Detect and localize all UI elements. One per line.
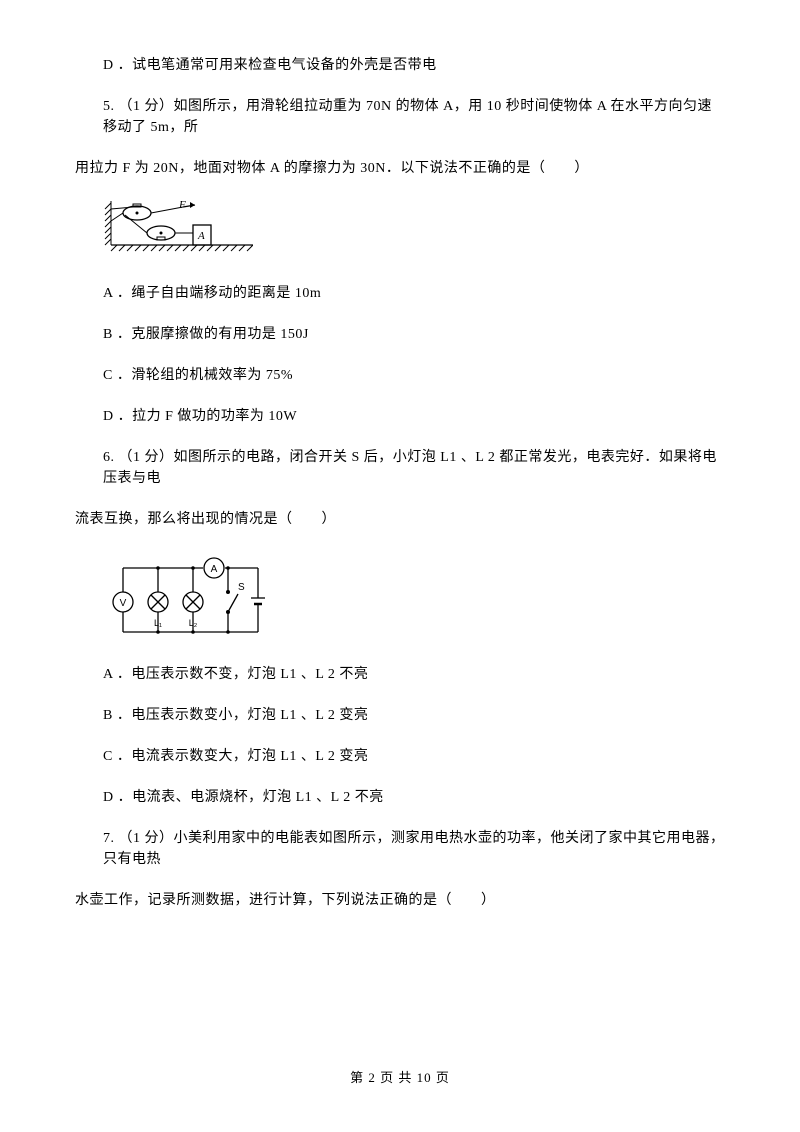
svg-text:V: V [120,598,127,609]
svg-text:A: A [197,230,205,242]
q5-option-a: A ．绳子自由端移动的距离是 10m [75,283,725,304]
q5-option-d: D ．拉力 F 做功的功率为 10W [75,406,725,427]
q5-option-c: C ．滑轮组的机械效率为 75% [75,365,725,386]
svg-text:L₂: L₂ [189,618,198,628]
q7-stem-line1: 7. （1 分）小美利用家中的电能表如图所示，测家用电热水壶的功率，他关闭了家中… [75,828,725,870]
q5-stem-line1: 5. （1 分）如图所示，用滑轮组拉动重为 70N 的物体 A，用 10 秒时间… [75,96,725,138]
q6-stem-line1: 6. （1 分）如图所示的电路，闭合开关 S 后，小灯泡 L1 、L 2 都正常… [75,447,725,489]
svg-text:L₁: L₁ [154,618,162,628]
q7-stem-line2: 水壶工作，记录所测数据，进行计算，下列说法正确的是（ ） [75,890,725,911]
q6-option-a: A ．电压表示数不变，灯泡 L1 、L 2 不亮 [75,664,725,685]
pulley-diagram-icon: A F [103,199,253,261]
svg-text:S: S [238,582,245,593]
svg-text:F: F [178,199,186,211]
page-footer: 第 2 页 共 10 页 [0,1067,800,1086]
q5-option-b: B ．克服摩擦做的有用功是 150J [75,324,725,345]
q4-option-d: D ．试电笔通常可用来检查电气设备的外壳是否带电 [75,55,725,76]
page-content: D ．试电笔通常可用来检查电气设备的外壳是否带电 5. （1 分）如图所示，用滑… [0,0,800,911]
circuit-diagram-icon: V A L₁ L₂ S [103,550,283,642]
q6-figure: V A L₁ L₂ S [103,550,725,642]
q5-stem-line2: 用拉力 F 为 20N，地面对物体 A 的摩擦力为 30N．以下说法不正确的是（… [75,158,725,179]
q6-option-b: B ．电压表示数变小，灯泡 L1 、L 2 变亮 [75,705,725,726]
q6-option-d: D ．电流表、电源烧杯，灯泡 L1 、L 2 不亮 [75,787,725,808]
q5-figure: A F [103,199,725,261]
q6-stem-line2: 流表互换，那么将出现的情况是（ ） [75,509,725,530]
q6-option-c: C ．电流表示数变大，灯泡 L1 、L 2 变亮 [75,746,725,767]
svg-text:A: A [211,564,218,575]
